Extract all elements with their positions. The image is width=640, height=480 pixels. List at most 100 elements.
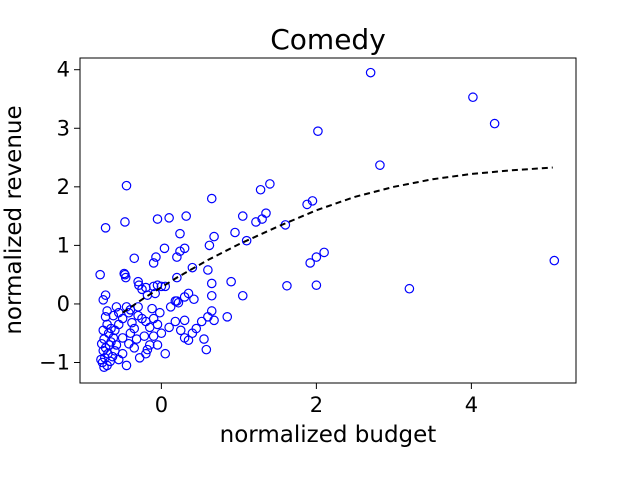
y-tick-label: 1 (57, 233, 70, 257)
data-point (257, 214, 267, 224)
data-point (179, 292, 190, 302)
x-axis-ticks: 0 2 4 (155, 383, 478, 417)
y-tick-label: 0 (57, 292, 70, 316)
data-point (133, 276, 143, 287)
data-point (196, 316, 207, 327)
data-point (137, 284, 147, 295)
data-point (170, 316, 181, 327)
data-point (241, 235, 252, 246)
data-point (305, 258, 315, 268)
data-point (148, 281, 159, 292)
data-point (175, 246, 185, 257)
data-point (203, 312, 213, 322)
y-axis-label: normalized revenue (1, 105, 27, 334)
data-point (152, 340, 163, 350)
data-point (160, 281, 171, 292)
data-point (102, 306, 112, 316)
data-point (204, 240, 215, 251)
data-point (103, 328, 114, 339)
data-point (175, 228, 185, 239)
y-tick-label: 3 (57, 116, 70, 140)
data-point (172, 272, 182, 283)
data-point (111, 302, 122, 312)
data-point (151, 252, 161, 262)
data-point (489, 118, 500, 129)
data-point (129, 253, 140, 264)
data-point (179, 315, 190, 326)
x-tick-label: 4 (465, 393, 478, 417)
data-point (134, 353, 145, 363)
plot-area (80, 58, 576, 383)
data-point (160, 348, 171, 359)
fit-curve-layer (122, 166, 553, 314)
data-point (203, 265, 213, 275)
data-point (152, 214, 163, 224)
x-tick-label: 2 (310, 393, 323, 417)
data-point (181, 211, 191, 221)
data-point (179, 243, 190, 254)
data-point (133, 310, 143, 321)
data-point (100, 223, 111, 233)
data-point (175, 325, 186, 336)
data-point (99, 334, 109, 344)
data-point (230, 227, 240, 238)
data-marks (95, 67, 560, 372)
fit-curve (122, 166, 553, 314)
data-point (237, 290, 248, 301)
data-point (189, 294, 199, 305)
data-point (170, 296, 181, 306)
data-point (155, 307, 165, 318)
data-point (209, 231, 219, 242)
y-tick-label: 4 (57, 58, 70, 82)
data-point (206, 193, 217, 204)
data-point (119, 268, 129, 279)
data-point (124, 338, 134, 349)
data-point (120, 217, 130, 227)
data-point (172, 252, 182, 262)
data-point (302, 199, 312, 210)
chart-title: Comedy (270, 23, 386, 56)
data-point (100, 290, 111, 300)
data-point (142, 344, 153, 355)
data-point (187, 262, 198, 273)
data-point (152, 319, 163, 330)
data-point (404, 283, 415, 294)
y-axis-ticks: −1 0 1 2 3 4 (39, 58, 80, 375)
data-point (121, 180, 132, 191)
data-point (95, 269, 105, 280)
data-point (156, 328, 167, 339)
data-point (111, 340, 122, 350)
data-point (255, 184, 266, 195)
data-point (549, 255, 560, 266)
data-point (129, 323, 140, 334)
data-point (107, 351, 118, 362)
data-point (98, 345, 109, 356)
data-point (237, 211, 248, 221)
data-point (147, 303, 157, 314)
x-tick-label: 0 (155, 393, 168, 417)
data-point (313, 126, 323, 136)
data-point (103, 348, 113, 359)
data-point (164, 322, 174, 333)
data-point (311, 252, 322, 262)
data-point (127, 317, 137, 328)
data-point (319, 247, 329, 258)
x-axis-label: normalized budget (220, 422, 437, 448)
data-point (104, 340, 115, 350)
data-point (265, 179, 275, 189)
plot-frame (79, 57, 577, 384)
data-point (206, 278, 217, 289)
data-point (222, 312, 233, 322)
data-point (468, 92, 478, 103)
data-point (148, 258, 159, 268)
data-point (108, 310, 119, 321)
data-point (375, 160, 385, 170)
y-tick-label: −1 (39, 351, 70, 375)
data-point (120, 269, 130, 280)
data-point (139, 331, 150, 341)
data-point (121, 360, 132, 371)
data-point (226, 276, 236, 287)
data-point (156, 281, 167, 292)
data-point (183, 335, 194, 346)
